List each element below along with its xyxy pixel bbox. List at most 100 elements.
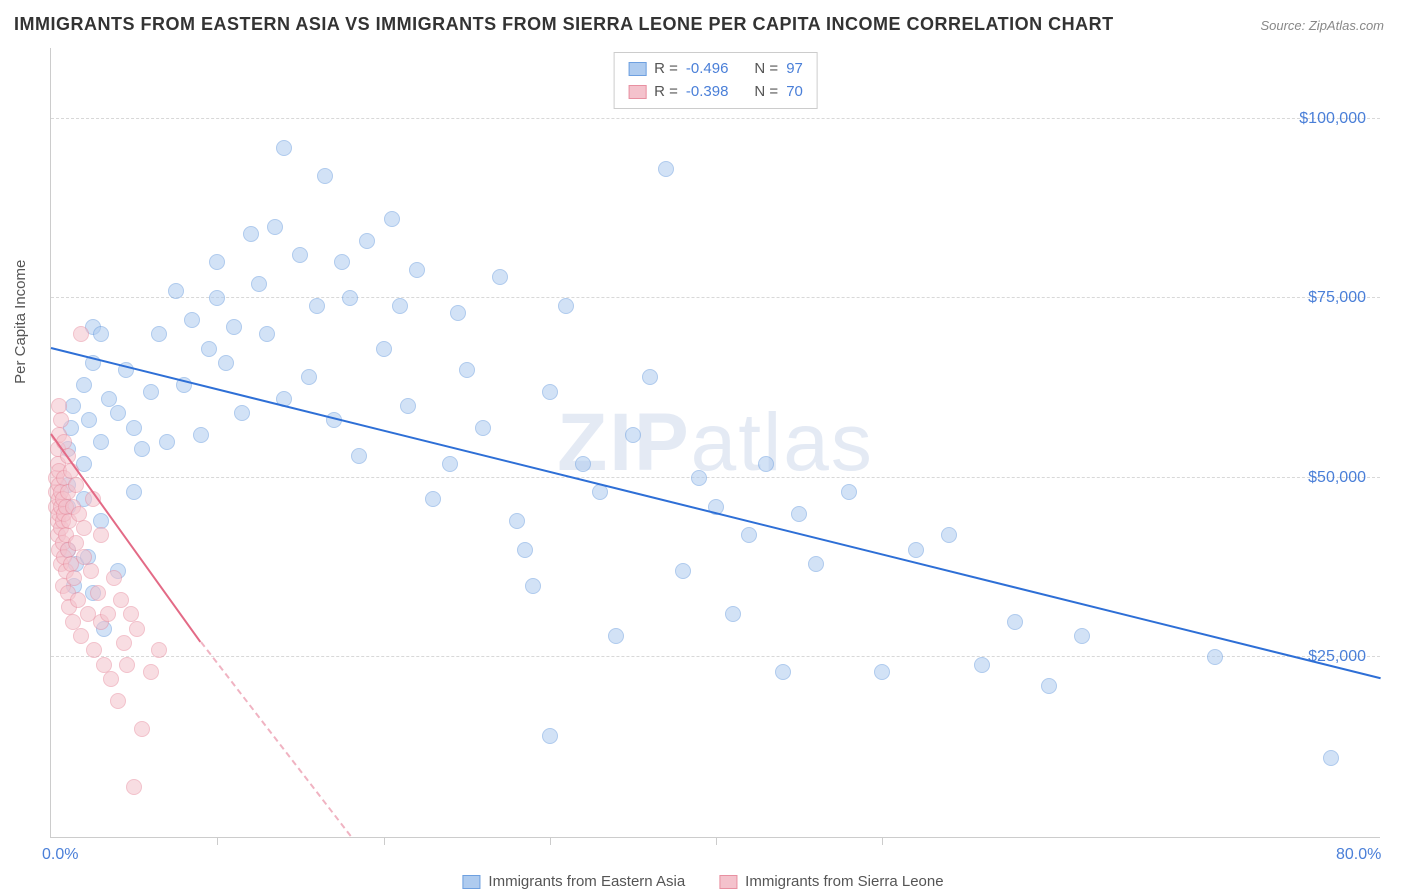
scatter-point	[791, 506, 807, 522]
watermark-zip: ZIP	[557, 397, 691, 488]
scatter-point	[218, 355, 234, 371]
scatter-point	[608, 628, 624, 644]
scatter-point	[525, 578, 541, 594]
legend-item: Immigrants from Eastern Asia	[462, 873, 685, 890]
n-label: N =	[754, 81, 778, 104]
scatter-point	[234, 405, 250, 421]
scatter-point	[90, 585, 106, 601]
scatter-point	[1007, 614, 1023, 630]
scatter-point	[168, 283, 184, 299]
scatter-point	[301, 369, 317, 385]
scatter-point	[76, 377, 92, 393]
y-tick-label: $75,000	[1308, 289, 1366, 307]
legend-label: Immigrants from Sierra Leone	[745, 873, 943, 890]
legend-swatch	[628, 85, 646, 99]
scatter-point	[126, 420, 142, 436]
n-value: 70	[786, 81, 803, 104]
scatter-point	[425, 491, 441, 507]
watermark: ZIPatlas	[557, 396, 874, 490]
scatter-point	[143, 384, 159, 400]
legend-item: Immigrants from Sierra Leone	[719, 873, 943, 890]
scatter-point	[625, 427, 641, 443]
scatter-point	[129, 621, 145, 637]
scatter-point	[351, 448, 367, 464]
scatter-point	[775, 664, 791, 680]
scatter-point	[93, 326, 109, 342]
r-value: -0.496	[686, 58, 729, 81]
scatter-point	[159, 434, 175, 450]
scatter-point	[384, 211, 400, 227]
scatter-point	[658, 161, 674, 177]
legend-stat-row: R =-0.496N =97	[628, 58, 803, 81]
legend-swatch	[628, 62, 646, 76]
scatter-point	[86, 642, 102, 658]
scatter-point	[808, 556, 824, 572]
scatter-point	[475, 420, 491, 436]
scatter-point	[276, 140, 292, 156]
scatter-point	[100, 606, 116, 622]
scatter-point	[542, 384, 558, 400]
scatter-point	[201, 341, 217, 357]
y-tick-label: $25,000	[1308, 648, 1366, 666]
scatter-point	[292, 247, 308, 263]
scatter-point	[209, 254, 225, 270]
legend-swatch	[462, 875, 480, 889]
scatter-point	[193, 427, 209, 443]
scatter-point	[1041, 678, 1057, 694]
scatter-point	[134, 441, 150, 457]
scatter-point	[1207, 649, 1223, 665]
scatter-point	[400, 398, 416, 414]
scatter-point	[342, 290, 358, 306]
scatter-point	[359, 233, 375, 249]
legend-swatch	[719, 875, 737, 889]
r-label: R =	[654, 81, 678, 104]
scatter-point	[309, 298, 325, 314]
scatter-point	[334, 254, 350, 270]
scatter-point	[974, 657, 990, 673]
x-tick	[384, 837, 385, 845]
y-tick-label: $100,000	[1299, 110, 1366, 128]
scatter-point	[492, 269, 508, 285]
scatter-point	[741, 527, 757, 543]
scatter-point	[184, 312, 200, 328]
scatter-point	[53, 412, 69, 428]
n-value: 97	[786, 58, 803, 81]
legend-series: Immigrants from Eastern Asia Immigrants f…	[462, 873, 943, 890]
trend-line	[51, 347, 1381, 679]
scatter-point	[758, 456, 774, 472]
scatter-point	[93, 527, 109, 543]
scatter-point	[459, 362, 475, 378]
scatter-point	[113, 592, 129, 608]
scatter-point	[106, 570, 122, 586]
scatter-point	[675, 563, 691, 579]
scatter-point	[73, 628, 89, 644]
chart-plot-area: ZIPatlas R =-0.496N =97R = -0.398 N = 70 $2…	[50, 48, 1380, 838]
scatter-point	[76, 520, 92, 536]
scatter-point	[126, 779, 142, 795]
scatter-point	[691, 470, 707, 486]
scatter-point	[392, 298, 408, 314]
scatter-point	[941, 527, 957, 543]
scatter-point	[642, 369, 658, 385]
scatter-point	[409, 262, 425, 278]
y-tick-label: $50,000	[1308, 469, 1366, 487]
scatter-point	[908, 542, 924, 558]
scatter-point	[575, 456, 591, 472]
scatter-point	[151, 326, 167, 342]
scatter-point	[376, 341, 392, 357]
x-axis-end-label: 80.0%	[1336, 846, 1381, 864]
scatter-point	[116, 635, 132, 651]
scatter-point	[119, 657, 135, 673]
legend-stats-box: R =-0.496N =97R = -0.398 N = 70	[613, 52, 818, 109]
legend-stat-row: R = -0.398 N = 70	[628, 81, 803, 104]
scatter-point	[209, 290, 225, 306]
scatter-point	[66, 570, 82, 586]
scatter-point	[93, 434, 109, 450]
source-label: Source: ZipAtlas.com	[1260, 18, 1384, 33]
scatter-point	[874, 664, 890, 680]
r-value: -0.398	[686, 81, 729, 104]
x-tick	[550, 837, 551, 845]
scatter-point	[70, 592, 86, 608]
gridline	[51, 297, 1380, 298]
scatter-point	[81, 412, 97, 428]
